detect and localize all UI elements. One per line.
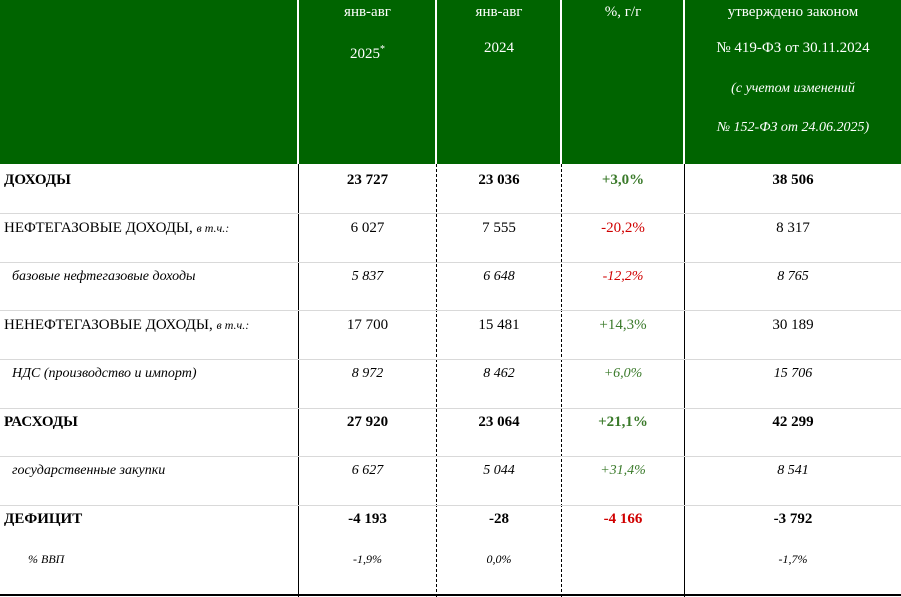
cell-pct: -4 166 [603, 511, 643, 527]
row-label: % ВВП [28, 552, 65, 566]
header-col-pct: %, г/г [562, 0, 684, 164]
cell-law: 15 706 [773, 366, 813, 381]
cell-pct: +21,1% [598, 414, 648, 430]
row-divider [0, 505, 901, 506]
cell-pct: -20,2% [601, 220, 645, 236]
header-col-2024-year: 2024 [484, 40, 514, 56]
row-label: ДОХОДЫ [4, 172, 71, 188]
table-row-expenses: РАСХОДЫ 27 920 23 064 +21,1% 42 299 [0, 414, 901, 434]
table-row-non-oil-gas: НЕНЕФТЕГАЗОВЫЕ ДОХОДЫ, в т.ч.: 17 700 15… [0, 317, 901, 337]
cell-2024: 7 555 [482, 220, 516, 236]
header-col-law-line2: № 419-ФЗ от 30.11.2024 [716, 40, 870, 56]
cell-pct: +6,0% [603, 366, 643, 381]
header-col-2025-year: 2025 [350, 46, 380, 62]
cell-2025: 8 972 [351, 366, 384, 381]
row-divider [0, 213, 901, 214]
cell-pct: +14,3% [599, 317, 647, 333]
cell-2025: 27 920 [346, 414, 389, 430]
row-divider [0, 310, 901, 311]
table-row-deficit: ДЕФИЦИТ -4 193 -28 -4 166 -3 792 [0, 511, 901, 531]
cell-2024: -28 [489, 511, 509, 527]
row-divider [0, 408, 901, 409]
cell-2025: -4 193 [348, 511, 387, 527]
row-label: базовые нефтегазовые доходы [12, 269, 196, 284]
table-row-procurement: государственные закупки 6 627 5 044 +31,… [0, 463, 901, 483]
header-col-2024: янв-авг 2024 [437, 0, 561, 164]
header-col-2025: янв-авг 2025* [299, 0, 436, 164]
header-col-law-line4: № 152-ФЗ от 24.06.2025) [716, 120, 870, 135]
row-divider [0, 262, 901, 263]
header-col-law: утверждено законом № 419-ФЗ от 30.11.202… [685, 0, 901, 164]
cell-2024: 0,0% [486, 552, 512, 566]
table-row-revenue: ДОХОДЫ 23 727 23 036 +3,0% 38 506 [0, 172, 901, 192]
cell-2025: 5 837 [351, 269, 384, 284]
table-row-base-oil-gas: базовые нефтегазовые доходы 5 837 6 648 … [0, 269, 901, 289]
cell-law: 8 541 [777, 463, 809, 478]
header-col-2024-period: янв-авг [475, 4, 523, 20]
header-col-law-line1: утверждено законом [727, 4, 859, 20]
row-label: НЕФТЕГАЗОВЫЕ ДОХОДЫ, [4, 220, 193, 236]
cell-law: 30 189 [772, 317, 814, 333]
cell-law: 8 765 [777, 269, 809, 284]
column-divider [298, 164, 299, 597]
row-label: государственные закупки [12, 463, 166, 478]
table-row-oil-gas: НЕФТЕГАЗОВЫЕ ДОХОДЫ, в т.ч.: 6 027 7 555… [0, 220, 901, 240]
row-label: НДС (производство и импорт) [12, 366, 197, 381]
cell-2024: 8 462 [483, 366, 515, 381]
row-label: ДЕФИЦИТ [4, 511, 83, 527]
row-label-wrap: НЕФТЕГАЗОВЫЕ ДОХОДЫ, в т.ч.: [4, 220, 229, 237]
row-label: РАСХОДЫ [4, 414, 78, 430]
header-separator [560, 0, 562, 164]
header-separator [683, 0, 685, 164]
column-divider [436, 164, 437, 597]
cell-law: -1,7% [778, 552, 808, 566]
cell-pct: +31,4% [600, 463, 646, 478]
cell-2024: 6 648 [483, 269, 515, 284]
cell-2024: 23 036 [478, 172, 520, 188]
cell-2025: 6 027 [350, 220, 385, 236]
cell-2024: 15 481 [478, 317, 520, 333]
cell-law: -3 792 [773, 511, 813, 527]
header-col-2025-footnote: * [380, 44, 385, 55]
row-label: НЕНЕФТЕГАЗОВЫЕ ДОХОДЫ, [4, 317, 213, 333]
header-col-law-line3: (с учетом изменений [731, 81, 855, 96]
cell-2024: 5 044 [483, 463, 515, 478]
column-divider [561, 164, 562, 597]
header-col-2025-year-wrap: 2025* [299, 44, 436, 63]
row-divider [0, 456, 901, 457]
header-col-pct-label: %, г/г [604, 4, 642, 20]
row-label-sub: в т.ч.: [216, 318, 250, 332]
table-bottom-border [0, 594, 901, 596]
row-label-wrap: НЕНЕФТЕГАЗОВЫЕ ДОХОДЫ, в т.ч.: [4, 317, 249, 334]
cell-law: 8 317 [776, 220, 810, 236]
cell-2025: 23 727 [346, 172, 389, 188]
column-divider [684, 164, 685, 597]
header-col-2025-period: янв-авг [344, 4, 391, 20]
header-separator [435, 0, 437, 164]
table-row-gdp-share: % ВВП -1,9% 0,0% -1,7% [0, 552, 901, 572]
cell-2025: -1,9% [353, 552, 382, 566]
cell-2025: 17 700 [346, 317, 389, 333]
cell-law: 38 506 [772, 172, 814, 188]
cell-2025: 6 627 [351, 463, 384, 478]
cell-pct: -12,2% [602, 269, 644, 284]
header-separator [297, 0, 299, 164]
row-label-sub: в т.ч.: [196, 221, 230, 235]
cell-2024: 23 064 [478, 414, 520, 430]
table-header [0, 0, 901, 164]
row-divider [0, 359, 901, 360]
table-row-vat: НДС (производство и импорт) 8 972 8 462 … [0, 366, 901, 386]
cell-pct: +3,0% [601, 172, 645, 188]
cell-law: 42 299 [772, 414, 814, 430]
